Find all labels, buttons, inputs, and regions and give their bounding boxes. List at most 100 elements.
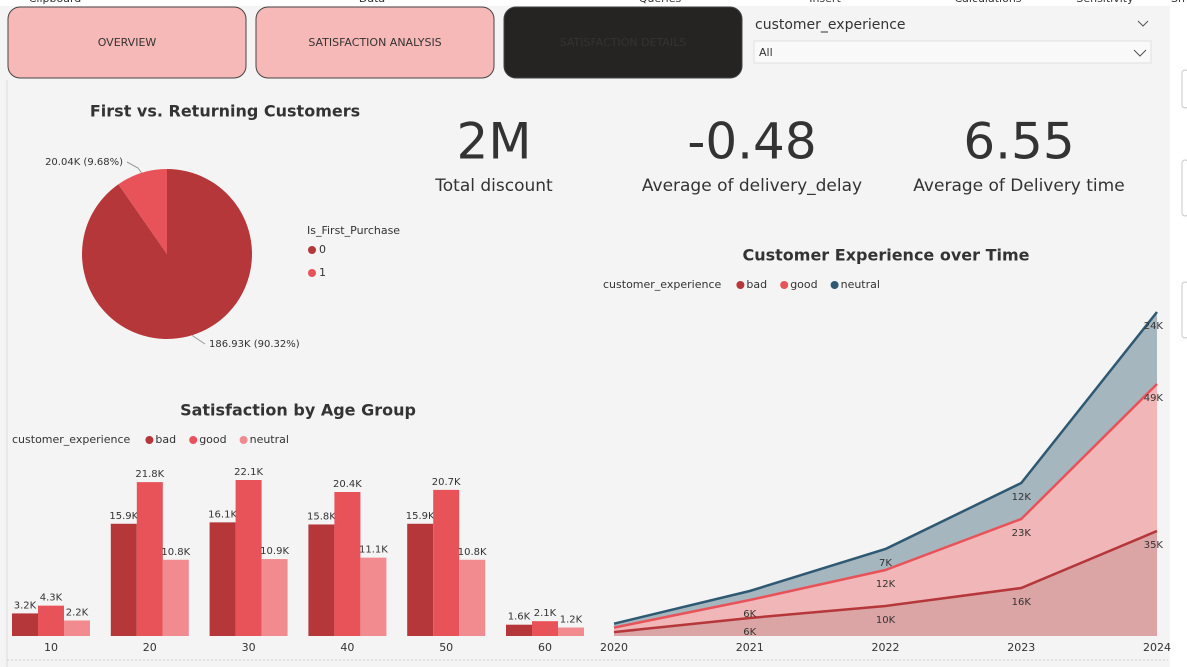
data-label: 16.1K [208,509,237,520]
bar [162,559,189,636]
side-panel-control [1181,69,1187,109]
data-label: 12K [876,579,896,590]
data-label: 10K [876,615,896,626]
data-label: 10.8K [161,547,190,558]
nav-button-bg[interactable] [7,6,247,79]
ribbon-label: Data [359,0,385,5]
slicer-value[interactable]: All [759,46,773,59]
nav-button[interactable]: SATISFACTION DETAILS [503,6,743,79]
bar [64,620,90,636]
nav-button-label[interactable]: SATISFACTION ANALYSIS [308,36,441,49]
chevron [1137,20,1149,27]
nav-button-label[interactable]: SATISFACTION DETAILS [560,36,687,49]
bar [334,492,361,636]
data-label: 21.8K [135,469,164,480]
data-label: 35K [1144,540,1164,551]
legend-title: customer_experience [12,433,130,446]
legend-label: neutral [250,433,289,446]
area-fill [614,384,1157,633]
data-label: 15.9K [109,511,138,522]
bar [532,621,558,636]
bar [235,480,262,636]
nav-button-label[interactable]: OVERVIEW [98,36,157,49]
pie-slice [82,169,253,339]
card-label: Average of delivery_delay [642,176,862,196]
bar [261,559,288,636]
slicer-dropdown[interactable]: All [753,40,1152,64]
x-tick-label: 2020 [600,641,628,654]
side-panel-control [1181,281,1187,339]
data-label: 2.2K [66,607,89,618]
data-label: 6K [743,627,756,638]
data-label: 23K [1012,528,1032,539]
legend-label: bad [746,278,767,291]
legend-marker [780,281,789,289]
data-label: 49K [1144,393,1164,404]
card-value: 2M [457,113,532,171]
legend-title: Is_First_Purchase [307,224,400,237]
area-line [613,311,1158,625]
chart-title: Satisfaction by Age Group [180,401,416,420]
legend-marker [239,436,248,444]
card-label: Total discount [434,176,553,196]
legend-label: neutral [841,278,880,291]
x-tick-label: 40 [340,641,354,654]
x-tick-label: 50 [439,641,453,654]
ribbon-bar [0,0,1187,6]
card-value: -0.48 [687,113,816,171]
area-fill [614,531,1157,636]
x-tick-label: 30 [242,641,256,654]
bar [506,624,532,636]
legend-marker [308,269,316,277]
data-label: 1.6K [508,612,531,623]
side-panel-control [1181,159,1187,217]
chevron[interactable] [1133,49,1147,57]
bar [209,522,236,636]
ribbon-label: Sh [1171,0,1185,5]
nav-button-bg[interactable] [503,6,743,79]
ribbon-label: Insert [809,0,841,5]
nav-button[interactable]: SATISFACTION ANALYSIS [255,6,495,79]
x-tick-label: 2023 [1007,641,1035,654]
x-tick-label: 20 [143,641,157,654]
bar [459,559,486,636]
bar [360,557,387,636]
bar [308,524,335,636]
card-label: Average of Delivery time [913,176,1124,196]
nav-button[interactable]: OVERVIEW [7,6,247,79]
data-label: 2.1K [534,608,557,619]
bar [407,523,434,636]
x-tick-label: 2024 [1143,641,1171,654]
chart-title: Customer Experience over Time [742,246,1029,265]
data-label: 1.2K [560,615,583,626]
slicer-dropdown-box[interactable] [753,40,1152,64]
data-label: 11.1K [359,545,388,556]
legend-label: bad [155,433,176,446]
card-value: 6.55 [963,113,1074,171]
data-label: 6K [743,609,756,620]
area-fill [614,312,1157,628]
data-label: 20.7K [432,477,461,488]
x-tick-label: 10 [44,641,58,654]
data-label: 3.2K [14,600,37,611]
data-label: 10.9K [260,546,289,557]
bar [12,613,38,636]
leader-line [126,161,142,174]
legend-label: 1 [319,266,326,279]
bar [110,523,137,636]
bar [433,489,460,636]
data-label: 7K [879,558,892,569]
leader-line [192,334,206,345]
legend-marker [308,246,316,254]
ribbon-label: Calculations [954,0,1021,5]
ribbon-label: Queries [639,0,682,5]
data-label: 4.3K [40,593,63,604]
legend-label: 0 [319,243,326,256]
data-label: 15.8K [307,511,336,522]
legend-label: good [790,278,817,291]
data-label: 20.04K (9.68%) [45,157,123,168]
nav-button-bg[interactable] [255,6,495,79]
chart-title: First vs. Returning Customers [90,102,360,121]
legend-title: customer_experience [603,278,721,291]
